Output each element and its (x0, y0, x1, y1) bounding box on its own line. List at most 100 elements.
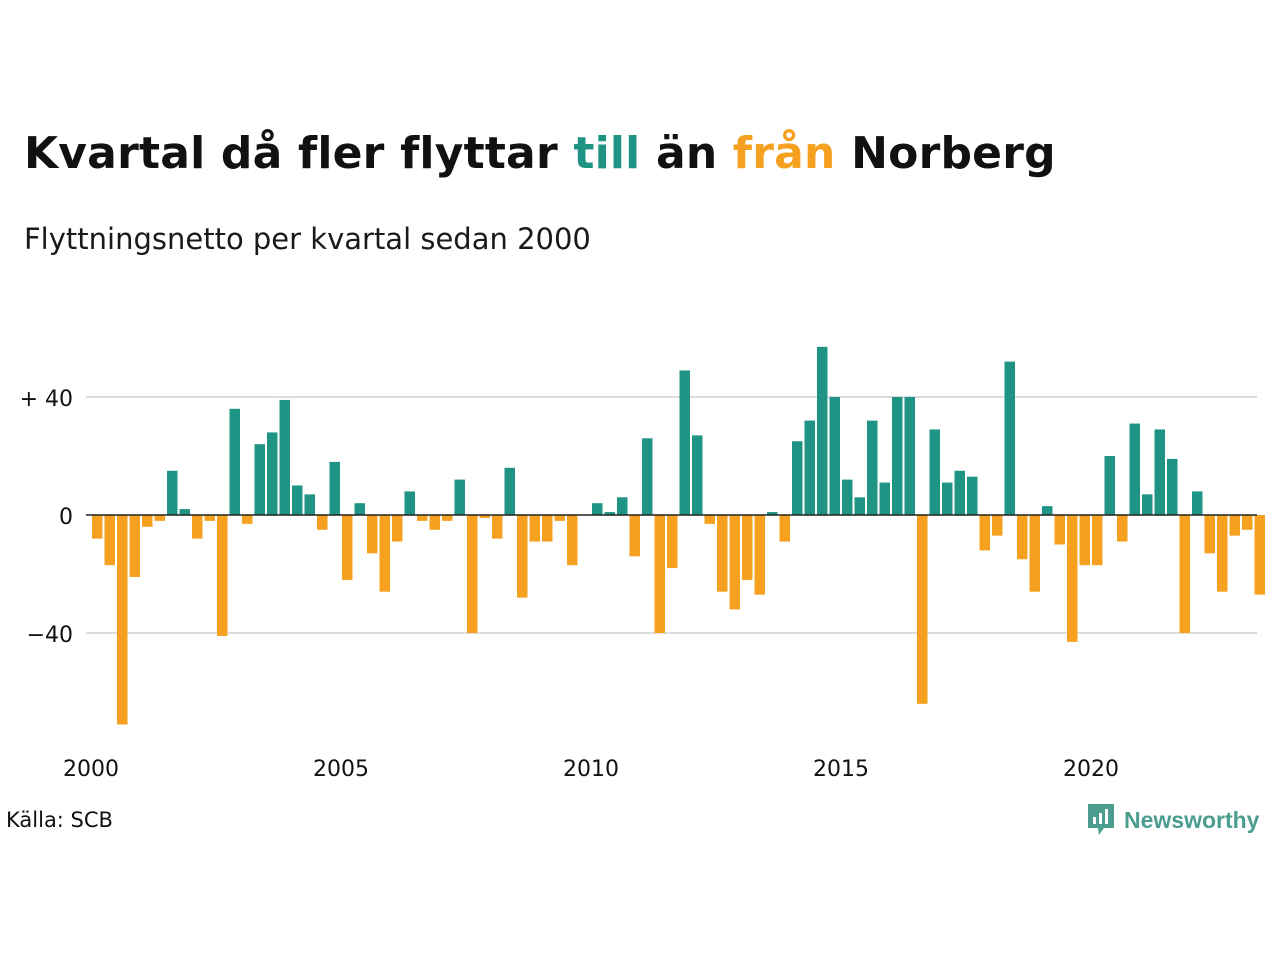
y-tick-label: 0 (59, 505, 73, 530)
bar (1092, 515, 1103, 566)
bar (979, 515, 990, 551)
bar (804, 420, 815, 515)
source-label: Källa: SCB (6, 808, 113, 832)
bar (842, 479, 853, 515)
bar (467, 515, 478, 633)
chart-bubble-icon (1088, 804, 1114, 835)
title-part-5: Norberg (835, 128, 1056, 179)
x-tick-label: 2010 (563, 757, 619, 782)
bar (967, 476, 978, 515)
bar (692, 435, 703, 515)
bar (654, 515, 665, 633)
bar (1117, 515, 1128, 542)
brand-name: Newsworthy (1124, 806, 1260, 833)
y-tick-label: + 40 (20, 387, 73, 412)
bar (592, 503, 603, 515)
bar (154, 515, 165, 521)
bar (1179, 515, 1190, 633)
bar (217, 515, 228, 636)
bar (642, 438, 653, 515)
title-part-1: Kvartal då fler flyttar (24, 128, 574, 179)
bar (854, 497, 865, 515)
bar (529, 515, 540, 542)
axis-layer: + 40 0 −40 2000 2005 2010 2015 2020 (20, 387, 1257, 782)
bar (1217, 515, 1228, 592)
y-tick-label: −40 (27, 623, 73, 648)
bar (1054, 515, 1065, 545)
bar (729, 515, 740, 610)
bar (1229, 515, 1240, 536)
bar (442, 515, 453, 521)
bar (879, 482, 890, 515)
bar (767, 512, 778, 515)
bar (679, 370, 690, 515)
bar (1079, 515, 1090, 566)
bar (1042, 506, 1053, 515)
bar (454, 479, 465, 515)
bar (817, 346, 828, 515)
bar (254, 444, 265, 515)
bar (1204, 515, 1215, 554)
bar (229, 408, 240, 515)
bar (1167, 458, 1178, 515)
bar (354, 503, 365, 515)
bar (304, 494, 315, 515)
bar (179, 509, 190, 515)
bar (892, 397, 903, 515)
bar (629, 515, 640, 557)
bar (667, 515, 678, 569)
bar (1142, 494, 1153, 515)
title-part-3: än (640, 128, 733, 179)
bar (1017, 515, 1028, 560)
bar (1004, 361, 1015, 515)
bar (117, 515, 128, 725)
bar (129, 515, 140, 577)
bar (904, 397, 915, 515)
bar (942, 482, 953, 515)
chart-title: Kvartal då fler flyttar till än från Nor… (24, 128, 1056, 179)
bar (867, 420, 878, 515)
bar (392, 515, 403, 542)
bar (267, 432, 278, 515)
bar (417, 515, 428, 521)
bar (1242, 515, 1253, 530)
bar (754, 515, 765, 595)
bar (954, 470, 965, 515)
bar (554, 515, 565, 521)
bar-layer (92, 346, 1265, 725)
bar (1254, 515, 1265, 595)
bar (492, 515, 503, 539)
bar (617, 497, 628, 515)
bar (317, 515, 328, 530)
x-tick-label: 2000 (63, 757, 119, 782)
title-highlight-till: till (573, 128, 641, 179)
bar (717, 515, 728, 592)
bar (929, 429, 940, 515)
bar (1104, 456, 1115, 515)
bar (792, 441, 803, 515)
bar (1029, 515, 1040, 592)
x-tick-label: 2020 (1063, 757, 1119, 782)
bar (704, 515, 715, 524)
bar (1154, 429, 1165, 515)
x-tick-label: 2015 (813, 757, 869, 782)
bar (242, 515, 253, 524)
x-tick-label: 2005 (313, 757, 369, 782)
bar (92, 515, 103, 539)
bar (104, 515, 115, 566)
bar (204, 515, 215, 521)
bar (517, 515, 528, 598)
bar (167, 470, 178, 515)
bar (279, 399, 290, 515)
bar (542, 515, 553, 542)
bar (1129, 423, 1140, 515)
bar (479, 515, 490, 518)
bar (342, 515, 353, 580)
bar (192, 515, 203, 539)
bar (379, 515, 390, 592)
bar (992, 515, 1003, 536)
title-highlight-fran: från (732, 128, 836, 179)
bar (1192, 491, 1203, 515)
bar (567, 515, 578, 566)
